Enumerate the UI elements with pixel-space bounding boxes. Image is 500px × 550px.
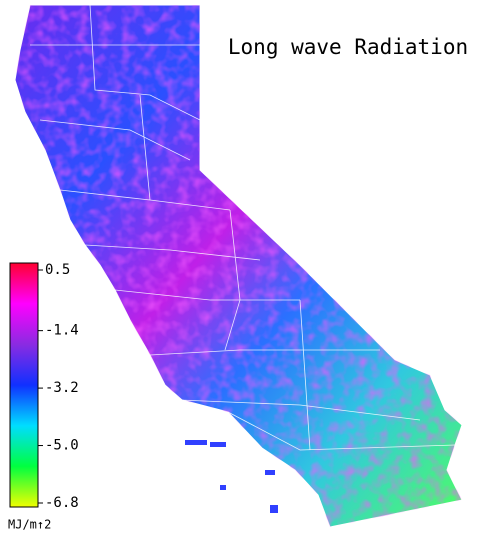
colorbar-unit: MJ/m↑2 (8, 518, 51, 532)
texture (15, 5, 462, 527)
tick-label: -6.8 (45, 495, 79, 511)
county-lines (30, 4, 456, 451)
california-map (14, 4, 463, 528)
tick-label: -3.2 (45, 380, 79, 396)
tick-label: 0.5 (45, 262, 70, 278)
tick-label: -1.4 (45, 323, 79, 339)
tick-label: -5.0 (45, 438, 79, 454)
colorbar (9, 262, 39, 508)
map-title: Long wave Radiation (228, 35, 468, 59)
islands (185, 440, 278, 513)
colorbar-ticks: 0.5 -1.4 -3.2 -5.0 -6.8 (38, 262, 79, 511)
